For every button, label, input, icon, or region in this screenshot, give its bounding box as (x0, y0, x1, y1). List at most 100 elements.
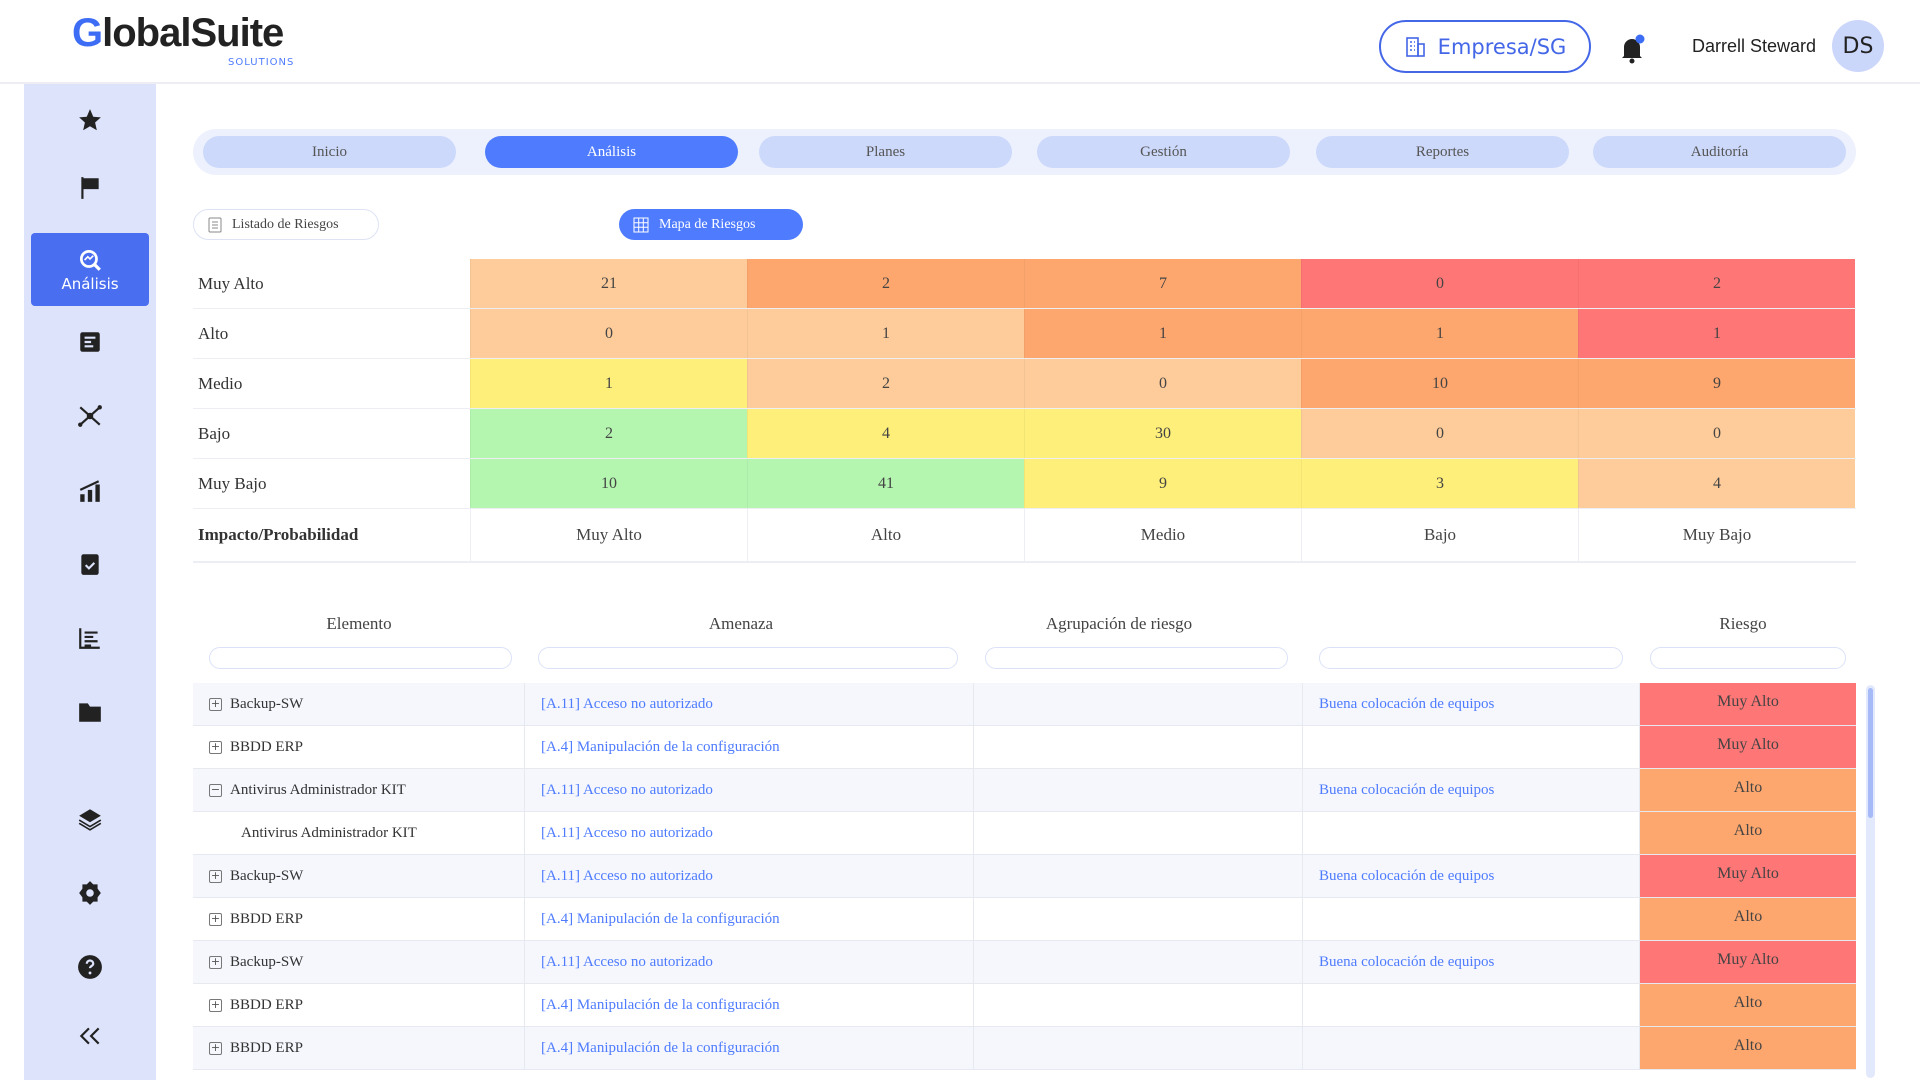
matrix-cell[interactable]: 1 (747, 309, 1024, 358)
table-row[interactable]: + BBDD ERP [A.4] Manipulación de la config… (193, 984, 1856, 1027)
filter-riesgo-input[interactable] (1650, 647, 1846, 669)
expand-icon[interactable]: + (209, 868, 222, 883)
matrix-cell[interactable]: 21 (470, 259, 747, 308)
matrix-cell[interactable]: 7 (1024, 259, 1301, 308)
matrix-cell[interactable]: 2 (470, 409, 747, 458)
column-header-agrupacion[interactable]: Agrupación de riesgo (1045, 614, 1193, 633)
matrix-cell[interactable]: 10 (1301, 359, 1578, 408)
matrix-cell[interactable]: 0 (1024, 359, 1301, 408)
cell-riesgo: Alto (1640, 984, 1856, 1026)
cell-amenaza-link[interactable]: [A.4] Manipulación de la configuración (541, 996, 780, 1013)
matrix-cell[interactable]: 0 (1578, 409, 1855, 458)
matrix-cell[interactable]: 1 (1024, 309, 1301, 358)
cell-control-link[interactable]: Buena colocación de equipos (1319, 695, 1495, 712)
table-row[interactable]: + BBDD ERP [A.4] Manipulación de la config… (193, 1027, 1856, 1070)
sidebar-item-tasks[interactable] (24, 542, 156, 586)
sidebar-item-list[interactable] (24, 616, 156, 660)
cell-amenaza-link[interactable]: [A.11] Acceso no autorizado (541, 824, 713, 841)
sidebar-item-analisis[interactable]: Análisis (31, 233, 149, 306)
expand-icon[interactable]: + (209, 911, 222, 926)
chart-bars-icon (79, 480, 100, 502)
matrix-cell[interactable]: 1 (1578, 309, 1855, 358)
matrix-cell[interactable]: 0 (1301, 259, 1578, 308)
filter-amenaza-input[interactable] (538, 647, 958, 669)
collapse-row-icon[interactable]: − (209, 782, 222, 797)
cell-control-link[interactable]: Buena colocación de equipos (1319, 781, 1495, 798)
table-row[interactable]: Antivirus Administrador KIT [A.11] Acceso… (193, 812, 1856, 855)
filter-agrupacion-input[interactable] (985, 647, 1288, 669)
matrix-cell[interactable]: 0 (1301, 409, 1578, 458)
column-header-amenaza[interactable]: Amenaza (708, 614, 774, 633)
table-row[interactable]: + Backup-SW [A.11] Acceso no autorizado Bue… (193, 941, 1856, 984)
table-scrollbar[interactable] (1866, 685, 1875, 1078)
cell-control-link[interactable]: Buena colocación de equipos (1319, 867, 1495, 884)
expand-icon[interactable]: + (209, 739, 222, 754)
risk-map-button[interactable]: Mapa de Riesgos (619, 209, 803, 240)
filter-elemento-input[interactable] (209, 647, 512, 669)
sidebar-item-layers[interactable] (24, 797, 156, 841)
sidebar-collapse-button[interactable] (24, 1014, 156, 1058)
sidebar-item-flags[interactable] (24, 166, 156, 210)
risk-table: + Backup-SW [A.11] Acceso no autorizado Bue… (193, 683, 1856, 1070)
matrix-cell[interactable]: 0 (470, 309, 747, 358)
cell-amenaza-link[interactable]: [A.4] Manipulación de la configuración (541, 910, 780, 927)
column-header-elemento[interactable]: Elemento (326, 614, 392, 633)
cell-riesgo: Muy Alto (1640, 855, 1856, 897)
cell-control-link[interactable]: Buena colocación de equipos (1319, 953, 1495, 970)
table-row[interactable]: + Backup-SW [A.11] Acceso no autorizado Bue… (193, 683, 1856, 726)
table-row[interactable]: + BBDD ERP [A.4] Manipulación de la config… (193, 898, 1856, 941)
scrollbar-thumb[interactable] (1868, 688, 1873, 818)
cell-amenaza-link[interactable]: [A.4] Manipulación de la configuración (541, 1039, 780, 1056)
matrix-cell[interactable]: 41 (747, 459, 1024, 508)
cell-amenaza-link[interactable]: [A.4] Manipulación de la configuración (541, 738, 780, 755)
notification-bell-icon[interactable] (1618, 34, 1646, 64)
cell-agrupacion (974, 855, 1303, 897)
matrix-cell[interactable]: 9 (1578, 359, 1855, 408)
cell-amenaza-link[interactable]: [A.11] Acceso no autorizado (541, 781, 713, 798)
matrix-cell[interactable]: 9 (1024, 459, 1301, 508)
tab-planes[interactable]: Planes (759, 136, 1012, 168)
table-row[interactable]: − Antivirus Administrador KIT [A.11] Acces… (193, 769, 1856, 812)
matrix-cell[interactable]: 30 (1024, 409, 1301, 458)
table-row[interactable]: + Backup-SW [A.11] Acceso no autorizado Bue… (193, 855, 1856, 898)
cell-amenaza-link[interactable]: [A.11] Acceso no autorizado (541, 867, 713, 884)
expand-icon[interactable]: + (209, 954, 222, 969)
tab-auditoria[interactable]: Auditoría (1593, 136, 1846, 168)
filter-control-input[interactable] (1319, 647, 1623, 669)
tab-inicio[interactable]: Inicio (203, 136, 456, 168)
tab-analisis[interactable]: Análisis (485, 136, 738, 168)
sidebar-item-folder[interactable] (24, 690, 156, 734)
sidebar-item-network[interactable] (24, 394, 156, 438)
company-selector-button[interactable]: Empresa/SG (1379, 20, 1591, 73)
sidebar-item-settings[interactable] (24, 871, 156, 915)
matrix-cell[interactable]: 4 (747, 409, 1024, 458)
table-row[interactable]: + BBDD ERP [A.4] Manipulación de la config… (193, 726, 1856, 769)
user-name[interactable]: Darrell Steward (1691, 36, 1816, 56)
matrix-cell[interactable]: 2 (747, 359, 1024, 408)
tab-gestion[interactable]: Gestión (1037, 136, 1290, 168)
tab-reportes[interactable]: Reportes (1316, 136, 1569, 168)
risk-list-button[interactable]: Listado de Riesgos (193, 209, 379, 240)
expand-icon[interactable]: + (209, 1040, 222, 1055)
sidebar-item-documents[interactable] (24, 320, 156, 364)
matrix-cell[interactable]: 2 (1578, 259, 1855, 308)
matrix-axis-row: Impacto/Probabilidad Muy Alto Alto Medio Baj… (193, 509, 1856, 563)
sidebar-item-statistics[interactable] (24, 469, 156, 513)
cell-amenaza-link[interactable]: [A.11] Acceso no autorizado (541, 953, 713, 970)
avatar[interactable]: DS (1832, 20, 1884, 72)
sidebar-item-help[interactable] (24, 945, 156, 989)
matrix-cell[interactable]: 1 (470, 359, 747, 408)
matrix-cell[interactable]: 2 (747, 259, 1024, 308)
column-header-riesgo[interactable]: Riesgo (1719, 614, 1767, 633)
expand-icon[interactable]: + (209, 696, 222, 711)
cell-riesgo: Muy Alto (1640, 726, 1856, 768)
network-icon (78, 405, 102, 427)
matrix-cell[interactable]: 3 (1301, 459, 1578, 508)
matrix-column-label: Alto (747, 509, 1024, 561)
matrix-cell[interactable]: 10 (470, 459, 747, 508)
sidebar-item-favorites[interactable] (24, 98, 156, 142)
cell-amenaza-link[interactable]: [A.11] Acceso no autorizado (541, 695, 713, 712)
expand-icon[interactable]: + (209, 997, 222, 1012)
matrix-cell[interactable]: 1 (1301, 309, 1578, 358)
matrix-cell[interactable]: 4 (1578, 459, 1855, 508)
